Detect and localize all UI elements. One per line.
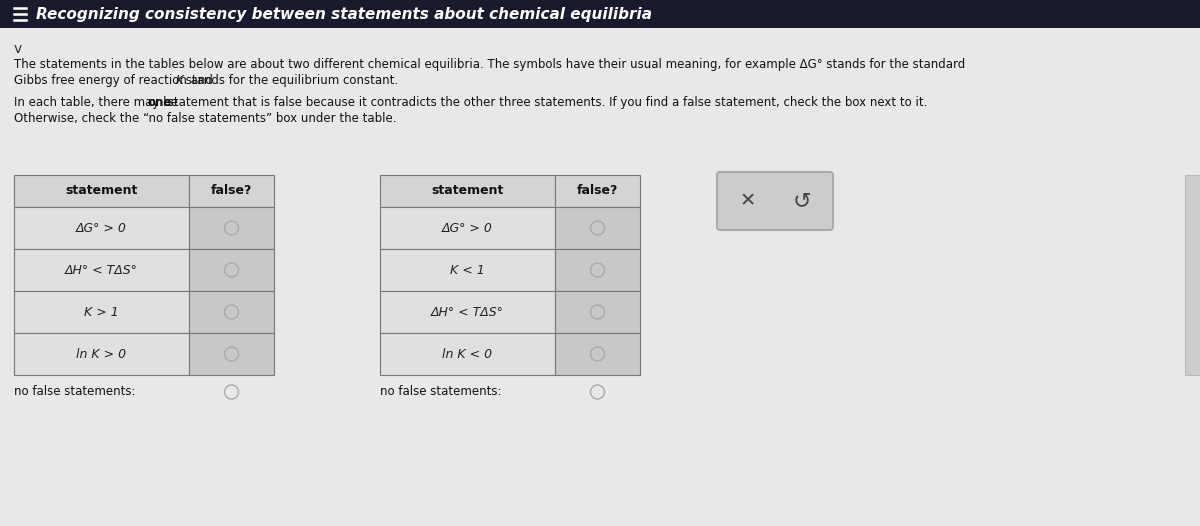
Bar <box>554 333 640 375</box>
Text: no false statements:: no false statements: <box>14 385 136 398</box>
Text: v: v <box>14 42 23 56</box>
Bar <box>1186 175 1200 375</box>
Text: statement: statement <box>65 185 138 197</box>
Bar <box>190 291 274 333</box>
Bar <box>190 333 274 375</box>
Text: ln K < 0: ln K < 0 <box>443 348 492 360</box>
Bar <box>14 333 190 375</box>
Text: false?: false? <box>211 185 252 197</box>
Text: ✕: ✕ <box>740 191 756 210</box>
Bar <box>190 207 274 249</box>
Text: ΔH° < TΔS°: ΔH° < TΔS° <box>65 264 138 277</box>
Bar <box>380 175 554 207</box>
Text: statement: statement <box>431 185 504 197</box>
Bar <box>380 207 554 249</box>
Text: ln K > 0: ln K > 0 <box>77 348 126 360</box>
Bar <box>380 249 554 291</box>
Bar <box>14 175 190 207</box>
Text: In each table, there may be: In each table, there may be <box>14 96 181 109</box>
Text: ΔG° > 0: ΔG° > 0 <box>76 221 127 235</box>
Text: K < 1: K < 1 <box>450 264 485 277</box>
Bar <box>380 333 554 375</box>
Bar <box>14 291 190 333</box>
Text: stands for the equilibrium constant.: stands for the equilibrium constant. <box>182 74 398 87</box>
Text: no false statements:: no false statements: <box>380 385 502 398</box>
Bar <box>380 291 554 333</box>
Text: statement that is false because it contradicts the other three statements. If yo: statement that is false because it contr… <box>163 96 926 109</box>
Bar <box>554 249 640 291</box>
Bar <box>554 291 640 333</box>
Bar <box>554 207 640 249</box>
Bar <box>14 207 190 249</box>
Bar <box>14 249 190 291</box>
FancyBboxPatch shape <box>718 172 833 230</box>
Text: Otherwise, check the “no false statements” box under the table.: Otherwise, check the “no false statement… <box>14 112 396 125</box>
Text: Recognizing consistency between statements about chemical equilibria: Recognizing consistency between statemen… <box>36 6 652 22</box>
Text: ↺: ↺ <box>793 191 811 211</box>
Text: ΔH° < TΔS°: ΔH° < TΔS° <box>431 306 504 319</box>
Text: ΔG° > 0: ΔG° > 0 <box>442 221 493 235</box>
Text: false?: false? <box>577 185 618 197</box>
Text: Gibbs free energy of reaction and: Gibbs free energy of reaction and <box>14 74 217 87</box>
Text: K: K <box>175 74 184 87</box>
Bar <box>190 249 274 291</box>
Bar <box>0 0 1200 28</box>
Text: The statements in the tables below are about two different chemical equilibria. : The statements in the tables below are a… <box>14 58 965 71</box>
Bar <box>190 175 274 207</box>
Bar <box>554 175 640 207</box>
Text: K > 1: K > 1 <box>84 306 119 319</box>
Text: one: one <box>148 96 172 109</box>
